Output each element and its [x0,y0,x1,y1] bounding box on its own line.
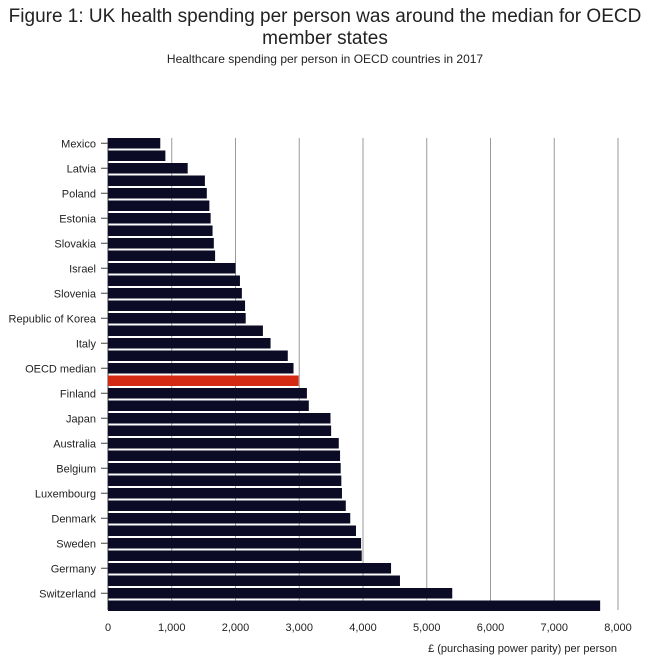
x-tick-label: 7,000 [540,622,568,634]
category-label: Denmark [51,513,96,525]
bar [108,213,211,224]
category-label: Republic of Korea [9,313,97,325]
bar [108,413,331,424]
bar [108,438,339,449]
bar [108,288,242,299]
bar [108,263,236,274]
chart-subtitle: Healthcare spending per person in OECD c… [166,52,484,66]
category-labels: Mexico Latvia Poland Estonia Slovakia Israel S… [9,138,108,600]
category-label: Poland [62,188,96,200]
bar [108,600,601,611]
bar [108,575,400,586]
category-label: Switzerland [39,588,96,600]
x-axis-label: £ (purchasing power parity) per person [428,643,617,655]
chart-title: Figure 1: UK health spending per person … [8,6,642,49]
bar [108,563,392,574]
x-tick-label: 4,000 [349,622,377,634]
bar [108,550,362,561]
category-label: Mexico [61,138,96,150]
bar [108,238,214,249]
category-label: Italy [76,338,97,350]
x-axis-ticks: 0 1,000 2,000 3,000 4,000 5,000 6,000 7,000 8,00… [105,622,632,634]
bars [108,138,601,611]
category-label: Slovakia [54,238,96,250]
category-label: Finland [60,388,96,400]
bar [108,463,341,474]
x-tick-label: 2,000 [222,622,250,634]
bar [108,200,210,211]
bar [108,488,342,499]
bar [108,525,356,536]
bar [108,163,188,174]
category-label: Germany [51,563,97,575]
bar [108,425,332,436]
bar [108,513,351,524]
bar [108,388,307,399]
x-tick-label: 3,000 [285,622,313,634]
category-label: Israel [69,263,96,275]
category-label: Slovenia [54,288,97,300]
bar [108,500,346,511]
x-tick-label: 6,000 [477,622,505,634]
x-tick-label: 0 [105,622,111,634]
bar [108,400,309,411]
bar [108,350,288,361]
bar [108,338,271,349]
bar [108,225,213,236]
category-label: Latvia [67,163,97,175]
category-label: Australia [53,438,97,450]
bar [108,450,341,461]
category-label: Belgium [56,463,96,475]
bar [108,475,342,486]
bar [108,300,246,311]
x-tick-label: 5,000 [413,622,441,634]
category-label: Japan [66,413,96,425]
bar [108,150,166,161]
bar-highlight [108,375,299,386]
bar [108,275,240,286]
x-tick-label: 8,000 [604,622,632,634]
category-label: Luxembourg [35,488,96,500]
bar [108,588,453,599]
bar [108,325,263,336]
category-label: Estonia [59,213,97,225]
bar [108,175,205,186]
bar [108,313,246,324]
bar [108,363,294,374]
bar [108,250,216,261]
category-label: Sweden [56,538,96,550]
bar [108,538,362,549]
bar [108,188,207,199]
category-label: OECD median [25,363,96,375]
bar [108,138,161,149]
x-tick-label: 1,000 [158,622,186,634]
